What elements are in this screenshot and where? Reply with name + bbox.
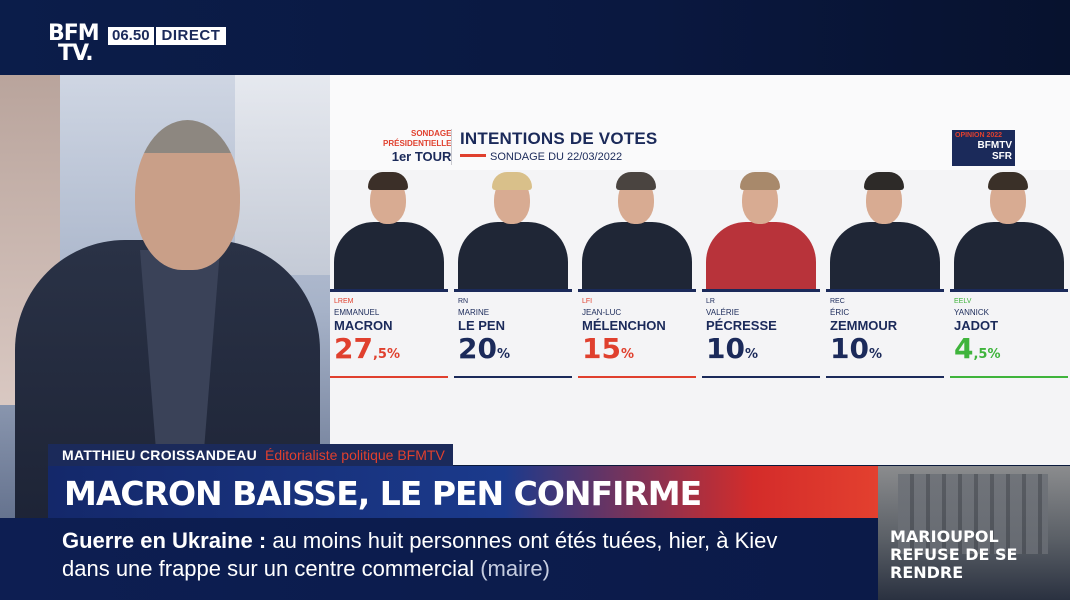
candidate-firstname: YANNICK [954, 308, 989, 317]
title-accent [460, 154, 486, 157]
candidate-lastname: LE PEN [458, 318, 505, 333]
live-indicator: 06.50 DIRECT [108, 27, 227, 45]
candidate-party: EELV [954, 298, 972, 305]
score-int: 27 [334, 332, 373, 365]
ticker-topic: Guerre en Ukraine [62, 528, 253, 553]
poll-tag-line2: PRÉSIDENTIELLE [383, 139, 452, 148]
score-frac: % [744, 347, 758, 362]
score-frac: ,5% [973, 347, 1001, 362]
candidate-party: LR [706, 298, 715, 305]
badge-line1: OPINION 2022 [955, 132, 1003, 139]
side-news-tile: MARIOUPOL REFUSE DE SE RENDRE [878, 466, 1070, 600]
badge-line2: BFMTV [977, 140, 1012, 151]
candidate-lastname: MÉLENCHON [582, 318, 666, 333]
candidate-underline [578, 376, 696, 378]
logo-line1: BFM [48, 21, 100, 46]
ticker-text2: dans une frappe sur un centre commercial [62, 556, 475, 581]
candidate-card: EELV YANNICK JADOT 4,5% [950, 170, 1068, 382]
score-int: 15 [582, 332, 621, 365]
opinion-badge: OPINION 2022 BFMTV SFR [952, 130, 1015, 166]
score-frac: % [868, 347, 882, 362]
score-int: 20 [458, 332, 497, 365]
candidate-lastname: MACRON [334, 318, 393, 333]
side-news-text: MARIOUPOL REFUSE DE SE RENDRE [890, 528, 1017, 582]
candidate-photo [454, 170, 572, 292]
candidate-score: 10% [706, 332, 758, 365]
score-frac: % [496, 347, 510, 362]
candidate-photo [950, 170, 1068, 292]
candidate-photo [578, 170, 696, 292]
candidate-underline [950, 376, 1068, 378]
poll-tag: SONDAGE PRÉSIDENTIELLE 1er TOUR [383, 129, 451, 164]
presenter-head [135, 120, 240, 270]
candidate-score: 10% [830, 332, 882, 365]
speaker-name: MATTHIEU CROISSANDEAU [62, 447, 258, 463]
score-frac: % [620, 347, 634, 362]
candidate-card: LFI JEAN-LUC MÉLENCHON 15% [578, 170, 696, 382]
ticker-text1: au moins huit personnes ont étés tuées, … [272, 528, 778, 553]
ticker-line1: Guerre en Ukraine : au moins huit person… [62, 528, 777, 554]
clock: 06.50 [108, 27, 154, 45]
candidate-underline [702, 376, 820, 378]
candidate-card: LREM EMMANUEL MACRON 27,5% [330, 170, 448, 382]
ticker-separator: : [258, 528, 267, 553]
poll-tag-line3: 1er TOUR [391, 149, 452, 164]
candidate-party: REC [830, 298, 845, 305]
candidate-photo [702, 170, 820, 292]
poll-tag-line1: SONDAGE [411, 129, 452, 138]
candidate-photo [330, 170, 448, 292]
badge-line3: SFR [992, 151, 1012, 162]
candidate-score: 15% [582, 332, 634, 365]
candidate-firstname: JEAN-LUC [582, 308, 622, 317]
candidate-lastname: ZEMMOUR [830, 318, 898, 333]
news-ticker: Guerre en Ukraine : au moins huit person… [0, 518, 878, 600]
score-int: 4 [954, 332, 974, 365]
poll-board: SONDAGE PRÉSIDENTIELLE 1er TOUR INTENTIO… [330, 75, 1070, 465]
candidate-firstname: MARINE [458, 308, 490, 317]
live-label: DIRECT [155, 27, 227, 45]
poll-subtitle: SONDAGE DU 22/03/2022 [490, 151, 623, 163]
candidate-underline [454, 376, 572, 378]
candidate-party: LFI [582, 298, 593, 305]
ticker-line2: dans une frappe sur un centre commercial… [62, 556, 550, 582]
score-int: 10 [706, 332, 745, 365]
candidate-score: 27,5% [334, 332, 400, 365]
candidate-card: RN MARINE LE PEN 20% [454, 170, 572, 382]
score-frac: ,5% [372, 347, 400, 362]
header-divider [451, 129, 452, 165]
side-news-image [898, 474, 1048, 554]
candidate-firstname: VALÉRIE [706, 308, 740, 317]
candidate-photo [826, 170, 944, 292]
ticker-source: (maire) [480, 556, 550, 581]
candidate-score: 4,5% [954, 332, 1001, 365]
candidate-lastname: PÉCRESSE [706, 318, 777, 333]
logo-line2: TV. [58, 41, 94, 66]
score-int: 10 [830, 332, 869, 365]
channel-logo: BFM TV. [48, 21, 100, 66]
candidate-party: RN [458, 298, 469, 305]
candidate-card: LR VALÉRIE PÉCRESSE 10% [702, 170, 820, 382]
headline-text: MACRON BAISSE, LE PEN CONFIRME [64, 474, 702, 513]
candidate-firstname: EMMANUEL [334, 308, 380, 317]
candidate-party: LREM [334, 298, 354, 305]
side-news-line2: REFUSE DE SE [890, 545, 1018, 564]
candidate-lastname: JADOT [954, 318, 999, 333]
candidate-underline [330, 376, 448, 378]
speaker-role: Éditorialiste politique BFMTV [265, 447, 445, 463]
candidate-list: LREM EMMANUEL MACRON 27,5% RN MARINE LE … [330, 170, 1070, 390]
top-bar: BFM TV. 06.50 DIRECT [0, 0, 1070, 75]
poll-header: SONDAGE PRÉSIDENTIELLE 1er TOUR INTENTIO… [330, 75, 1070, 170]
side-news-line3: RENDRE [890, 563, 964, 582]
headline-banner: MACRON BAISSE, LE PEN CONFIRME [48, 466, 878, 518]
speaker-strap: MATTHIEU CROISSANDEAU Éditorialiste poli… [48, 444, 453, 466]
studio-backdrop [235, 75, 330, 275]
side-news-line1: MARIOUPOL [890, 527, 999, 546]
poll-title: INTENTIONS DE VOTES [460, 129, 658, 148]
candidate-card: REC ÉRIC ZEMMOUR 10% [826, 170, 944, 382]
candidate-score: 20% [458, 332, 510, 365]
candidate-firstname: ÉRIC [830, 308, 850, 317]
candidate-underline [826, 376, 944, 378]
